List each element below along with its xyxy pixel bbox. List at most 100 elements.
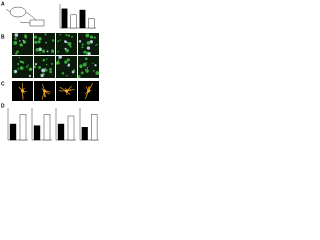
cell: [56, 60, 60, 64]
bar: [61, 8, 68, 29]
cell: [14, 70, 17, 73]
cell: [38, 37, 42, 41]
cell: [19, 43, 23, 47]
cell: [28, 74, 31, 78]
bar: [57, 123, 65, 141]
panel-label: C: [1, 81, 5, 87]
cell: [72, 69, 76, 72]
cell: [39, 52, 41, 54]
cell: [58, 55, 62, 59]
cell: [38, 66, 42, 69]
cell: [35, 48, 40, 52]
cell: [89, 35, 94, 39]
image-tile: [56, 33, 77, 55]
cell: [77, 75, 81, 79]
cell: [51, 39, 55, 42]
cell: [61, 72, 65, 75]
bar: [19, 114, 27, 141]
cell: [44, 33, 47, 36]
cell: [67, 64, 70, 67]
bar: [88, 18, 95, 29]
cell: [13, 40, 18, 45]
cell: [57, 59, 60, 61]
cell: [58, 62, 60, 65]
cell: [95, 71, 100, 75]
cell: [22, 40, 27, 44]
cell: [87, 52, 91, 56]
bar: [81, 126, 88, 141]
panel-label: A: [1, 1, 5, 7]
cell: [19, 60, 22, 63]
cell: [17, 67, 20, 70]
cell: [59, 34, 61, 36]
cell: [89, 40, 94, 44]
cell: [83, 50, 87, 54]
cell: [45, 63, 48, 66]
cell: [46, 50, 49, 53]
bar: [67, 115, 75, 141]
cell: [66, 41, 68, 44]
soma: [65, 89, 68, 93]
cell: [93, 36, 96, 39]
cell: [63, 40, 67, 43]
cell: [33, 65, 37, 68]
cell: [18, 40, 21, 42]
cell: [50, 62, 53, 65]
cell: [85, 33, 90, 38]
cell: [38, 47, 42, 52]
cell: [84, 57, 88, 61]
panel-label: D: [1, 103, 5, 109]
cell: [37, 40, 41, 44]
cell: [14, 33, 19, 37]
cell: [17, 63, 20, 66]
cell: [34, 62, 38, 66]
cell: [80, 71, 84, 75]
figure: A B C D: [1, 1, 100, 141]
soma: [43, 89, 46, 93]
cell: [57, 40, 60, 43]
cell: [86, 67, 89, 69]
cell: [81, 46, 84, 49]
cell: [46, 58, 48, 60]
schematic: [5, 6, 45, 27]
cell: [24, 35, 28, 39]
cell: [66, 75, 68, 77]
cell: [65, 34, 68, 37]
cell: [25, 65, 28, 68]
cell: [82, 62, 87, 67]
cell: [18, 56, 20, 59]
cell: [86, 46, 91, 50]
cell: [59, 39, 62, 41]
cell: [81, 43, 84, 46]
cell: [71, 35, 73, 38]
cell: [95, 44, 97, 47]
bar: [43, 114, 51, 141]
cell: [65, 48, 69, 53]
soma: [21, 89, 24, 93]
cell: [34, 40, 38, 44]
image-tile: [12, 33, 33, 55]
cell: [66, 58, 70, 62]
cell: [42, 58, 46, 62]
cell: [27, 64, 29, 66]
cell: [92, 62, 94, 65]
cell: [42, 50, 46, 53]
bar: [33, 125, 41, 141]
cell: [49, 67, 52, 71]
cell: [41, 68, 46, 73]
cell: [44, 68, 48, 72]
cell: [64, 60, 68, 64]
cell: [57, 50, 60, 53]
cell: [30, 68, 33, 71]
bar: [79, 9, 86, 29]
panel-label: B: [1, 34, 5, 40]
cell: [15, 52, 18, 55]
cell: [49, 70, 53, 74]
bar: [9, 123, 17, 141]
cell: [64, 47, 67, 50]
soma: [87, 89, 90, 93]
cell: [33, 35, 38, 39]
cell: [14, 37, 17, 40]
cell: [85, 69, 89, 73]
cell: [69, 45, 72, 48]
